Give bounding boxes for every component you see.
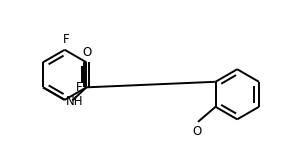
Text: NH: NH — [66, 95, 83, 108]
Text: O: O — [192, 125, 201, 138]
Text: O: O — [82, 46, 92, 59]
Text: F: F — [76, 81, 83, 94]
Text: F: F — [63, 33, 69, 46]
